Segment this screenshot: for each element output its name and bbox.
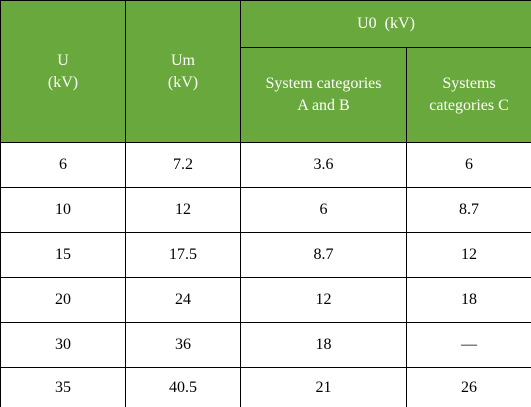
table-cell: 6 — [240, 187, 407, 233]
header-cell: Systems categories C — [405, 47, 531, 143]
table-cell: 8.7 — [240, 232, 407, 278]
table-cell: — — [405, 322, 531, 368]
table-cell: 30 — [0, 322, 126, 368]
table-cell: 8.7 — [405, 187, 531, 233]
header-cell: Um (kV) — [125, 0, 241, 143]
table-row: 15 17.5 8.7 12 — [0, 232, 531, 278]
table-cell: 18 — [240, 322, 407, 368]
table-cell: 24 — [125, 277, 241, 323]
table-row: 20 24 12 18 — [0, 277, 531, 323]
table-cell: 40.5 — [125, 367, 241, 407]
table-row: 35 40.5 21 26 — [0, 367, 531, 407]
table-cell: 6 — [0, 142, 126, 188]
table-cell: 18 — [405, 277, 531, 323]
header-cell: U0 (kV) — [239, 0, 531, 48]
table-row: 30 36 18— — [0, 322, 531, 368]
header-cell: U (kV) — [0, 0, 126, 143]
table-cell: 12 — [240, 277, 407, 323]
table-body: 6 7.2 3.6 6 10 12 6 8.7 15 17.5 8.7 12 20 24 12 18 30 36 1… — [0, 142, 531, 407]
table-cell: 12 — [125, 187, 241, 233]
table-cell: 35 — [0, 367, 126, 407]
table-cell: 36 — [125, 322, 241, 368]
table-cell: 10 — [0, 187, 126, 233]
table-cell: 12 — [405, 232, 531, 278]
table-cell: 21 — [240, 367, 407, 407]
table-cell: 26 — [405, 367, 531, 407]
table-row: 6 7.2 3.6 6 — [0, 142, 531, 188]
table-cell: 3.6 — [240, 142, 407, 188]
table-cell: 6 — [405, 142, 531, 188]
header-cell: System categories A and B — [240, 47, 407, 143]
table-cell: 15 — [0, 232, 126, 278]
table-cell: 20 — [0, 277, 126, 323]
table-cell: 7.2 — [125, 142, 241, 188]
table-cell: 17.5 — [125, 232, 241, 278]
table-row: 10 12 6 8.7 — [0, 187, 531, 233]
